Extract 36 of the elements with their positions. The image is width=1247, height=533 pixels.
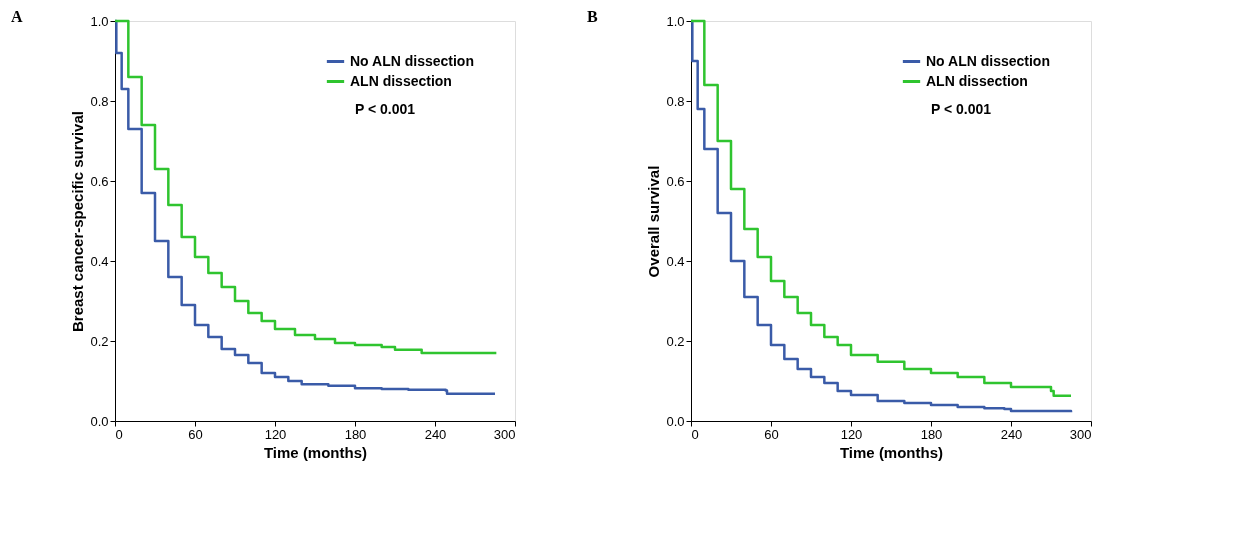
y-tick-label: 0.8 [666, 93, 685, 109]
x-tick-label: 60 [764, 426, 779, 442]
x-tick-label: 0 [115, 426, 123, 442]
y-tick-label: 0.2 [666, 333, 685, 349]
x-tick-label: 240 [1000, 426, 1023, 442]
legend-label: No ALN dissection [350, 52, 474, 69]
y-tick-label: 0.2 [90, 333, 109, 349]
x-tick-label: 180 [920, 426, 943, 442]
x-tick-label: 120 [264, 426, 287, 442]
x-tick-label: 180 [344, 426, 367, 442]
y-axis-title: Overall survival [645, 165, 663, 278]
x-tick-label: 120 [840, 426, 863, 442]
chart-title: A [10, 8, 23, 25]
x-tick-label: 60 [188, 426, 203, 442]
y-tick-label: 0.8 [90, 93, 109, 109]
annotation: P < 0.001 [931, 101, 992, 117]
x-tick-label: 300 [1069, 426, 1092, 442]
y-tick-label: 0.0 [666, 413, 685, 429]
chart-title: B [586, 8, 598, 25]
y-tick-label: 1.0 [90, 13, 109, 29]
x-axis-title: Time (months) [839, 443, 944, 461]
y-tick-label: 0.0 [90, 413, 109, 429]
legend-label: ALN dissection [350, 72, 452, 89]
x-tick-label: 240 [424, 426, 447, 442]
x-tick-label: 300 [493, 426, 516, 442]
y-tick-label: 0.4 [666, 253, 685, 269]
x-tick-label: 0 [691, 426, 699, 442]
y-tick-label: 0.6 [666, 173, 685, 189]
y-tick-label: 0.6 [90, 173, 109, 189]
y-tick-label: 1.0 [666, 13, 685, 29]
annotation: P < 0.001 [355, 101, 416, 117]
legend-label: No ALN dissection [926, 52, 1050, 69]
legend-label: ALN dissection [926, 72, 1028, 89]
y-tick-label: 0.4 [90, 253, 109, 269]
y-axis-title: Breast cancer-specific survival [69, 111, 87, 332]
x-axis-title: Time (months) [263, 443, 368, 461]
